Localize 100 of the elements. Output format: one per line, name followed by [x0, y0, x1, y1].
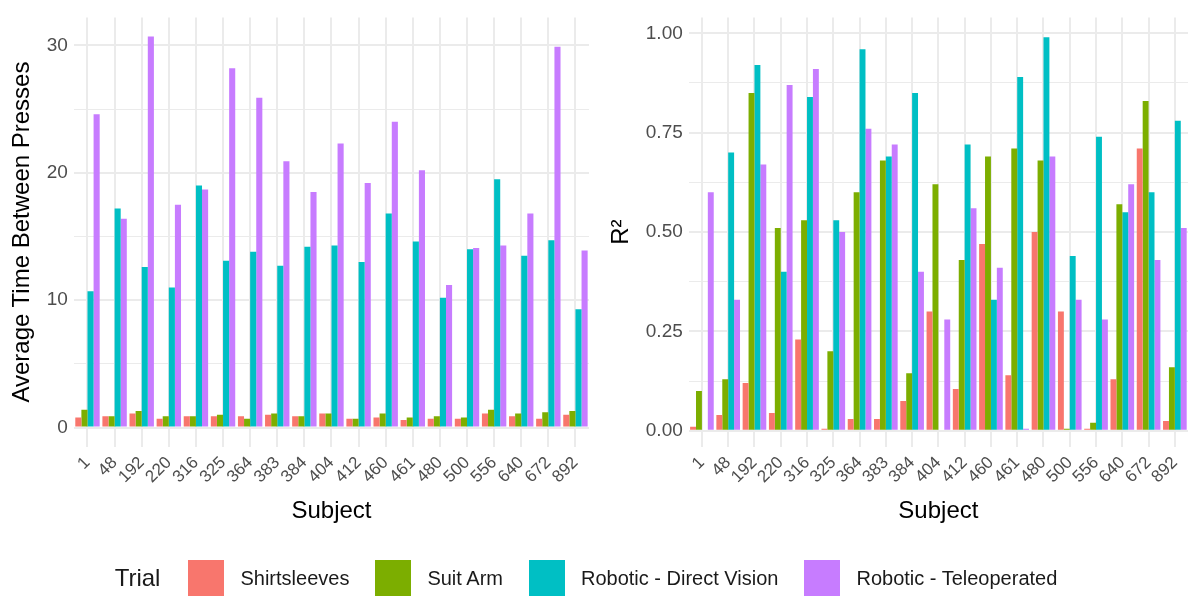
- x-tick-label: 1: [687, 452, 709, 473]
- bar: [202, 189, 209, 427]
- bar: [418, 170, 425, 427]
- bar: [827, 351, 834, 430]
- bar: [325, 413, 332, 427]
- bar: [168, 287, 175, 427]
- y-axis-title: Average Time Between Presses: [7, 61, 35, 403]
- bar: [210, 416, 217, 427]
- bar: [985, 156, 991, 430]
- bar: [990, 299, 997, 430]
- bar: [364, 183, 371, 427]
- bar: [812, 69, 819, 430]
- bar: [690, 426, 697, 430]
- bar: [147, 36, 154, 427]
- bar: [216, 414, 224, 427]
- bar: [774, 228, 781, 430]
- bar: [716, 414, 723, 430]
- bar: [81, 409, 88, 427]
- bar: [1031, 232, 1038, 430]
- bar: [400, 419, 407, 427]
- bar: [331, 245, 338, 427]
- bar: [1075, 299, 1082, 430]
- bar: [237, 416, 245, 427]
- bar: [250, 251, 257, 427]
- y-tick-label: 1.00: [645, 21, 683, 43]
- y-tick-label: 0.00: [645, 419, 683, 441]
- bar: [1168, 367, 1175, 430]
- x-axis-title: Subject: [898, 496, 979, 524]
- bar: [979, 243, 986, 430]
- bar: [385, 213, 392, 427]
- bar: [536, 418, 543, 427]
- bar: [481, 413, 489, 427]
- bar: [1090, 422, 1097, 430]
- bar: [801, 220, 808, 430]
- bar: [932, 184, 939, 430]
- bar: [891, 144, 898, 430]
- x-axis-title: Subject: [291, 496, 372, 524]
- y-tick-label: 0.75: [645, 120, 683, 142]
- bar: [1136, 148, 1143, 430]
- bar: [944, 319, 951, 430]
- bar: [337, 143, 344, 427]
- bar: [1110, 379, 1117, 430]
- bar: [1128, 184, 1135, 430]
- legend-title: Trial: [114, 564, 161, 592]
- bar: [283, 161, 290, 427]
- bar: [958, 259, 965, 430]
- y-tick-label: 0.25: [645, 319, 683, 341]
- bar: [310, 191, 317, 427]
- bar: [795, 339, 802, 430]
- bar: [569, 411, 576, 427]
- bar: [722, 379, 729, 430]
- bar: [839, 232, 846, 430]
- bar: [183, 416, 190, 427]
- bar: [223, 260, 230, 427]
- bar: [93, 114, 100, 427]
- bar: [1017, 77, 1024, 430]
- bar: [853, 192, 860, 430]
- bar: [195, 185, 203, 427]
- bar: [75, 417, 82, 427]
- bar: [135, 411, 142, 427]
- bar: [874, 418, 880, 430]
- bar: [433, 416, 440, 427]
- y-tick-label: 0.50: [645, 220, 683, 242]
- bar: [521, 255, 528, 427]
- legend-label: Suit Arm: [427, 566, 503, 590]
- bar: [527, 213, 534, 427]
- bar: [1057, 311, 1064, 430]
- bar: [265, 414, 272, 427]
- bar: [156, 418, 163, 427]
- bar: [467, 249, 474, 427]
- bar: [1011, 148, 1018, 430]
- bar: [964, 144, 971, 430]
- bar: [1174, 120, 1181, 430]
- bar: [446, 284, 453, 427]
- bar: [189, 416, 196, 427]
- legend-label: Shirtsleeves: [240, 566, 350, 590]
- bar: [1116, 204, 1123, 430]
- bar: [1180, 228, 1187, 430]
- y-tick-label: 30: [46, 33, 68, 55]
- bar: [427, 418, 434, 427]
- bar: [379, 413, 386, 427]
- bar: [515, 413, 522, 427]
- bar: [277, 265, 284, 427]
- bar: [509, 416, 516, 427]
- bar: [373, 417, 380, 427]
- bar: [102, 416, 109, 427]
- bar: [114, 208, 121, 427]
- bar: [500, 245, 507, 427]
- bar: [734, 299, 741, 430]
- bar: [918, 271, 924, 430]
- bar: [807, 96, 813, 430]
- bar: [760, 164, 767, 430]
- bar: [358, 262, 365, 427]
- bar: [696, 391, 702, 430]
- bar: [900, 401, 907, 430]
- bar: [780, 271, 787, 430]
- bar: [1096, 136, 1102, 430]
- bar: [847, 418, 854, 430]
- bar: [304, 246, 311, 427]
- bar: [87, 291, 94, 427]
